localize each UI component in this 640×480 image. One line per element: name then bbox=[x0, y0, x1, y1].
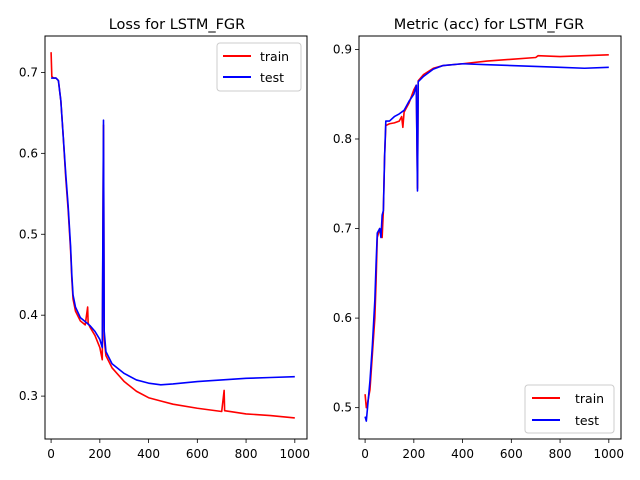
loss-ytick-label: 0.4 bbox=[19, 308, 38, 322]
loss-xtick-label: 800 bbox=[235, 447, 258, 461]
loss-chart: Loss for LSTM_FGR 0 200 400 600 800 1000 0.30… bbox=[19, 17, 310, 461]
loss-xtick-label: 200 bbox=[88, 447, 111, 461]
loss-legend-test-label: test bbox=[260, 70, 284, 85]
loss-yticks: 0.3 0.4 0.5 0.6 0.7 bbox=[19, 65, 45, 403]
acc-xtick-label: 1000 bbox=[594, 447, 625, 461]
acc-plot-area bbox=[364, 54, 609, 422]
loss-ytick-label: 0.7 bbox=[19, 65, 38, 79]
loss-series-test-line bbox=[51, 77, 295, 386]
acc-ytick-label: 0.7 bbox=[333, 222, 352, 236]
acc-ytick-label: 0.5 bbox=[333, 401, 352, 415]
loss-axes-frame bbox=[44, 35, 308, 440]
loss-series-train-line bbox=[50, 52, 295, 419]
acc-xticks: 0 200 400 600 800 1000 bbox=[361, 439, 624, 461]
loss-ytick-label: 0.5 bbox=[19, 227, 38, 241]
loss-xtick-label: 1000 bbox=[280, 447, 311, 461]
acc-series-test-line bbox=[364, 62, 609, 422]
acc-ytick-label: 0.8 bbox=[333, 132, 352, 146]
acc-xtick-label: 400 bbox=[451, 447, 474, 461]
acc-xtick-label: 200 bbox=[402, 447, 425, 461]
loss-chart-title: Loss for LSTM_FGR bbox=[109, 17, 246, 33]
loss-xtick-label: 0 bbox=[47, 447, 55, 461]
acc-xtick-label: 600 bbox=[500, 447, 523, 461]
loss-legend-train-label: train bbox=[260, 49, 289, 64]
loss-legend: train test bbox=[216, 42, 302, 92]
acc-legend-test-label: test bbox=[575, 413, 599, 428]
acc-legend-train-label: train bbox=[575, 391, 604, 406]
acc-xtick-label: 800 bbox=[549, 447, 572, 461]
loss-xtick-label: 400 bbox=[137, 447, 160, 461]
acc-ytick-label: 0.6 bbox=[333, 311, 352, 325]
acc-chart: Metric (acc) for LSTM_FGR 0 200 400 600 800 1… bbox=[333, 17, 624, 461]
loss-ytick-label: 0.6 bbox=[19, 146, 38, 160]
loss-xtick-label: 600 bbox=[186, 447, 209, 461]
acc-chart-title: Metric (acc) for LSTM_FGR bbox=[394, 17, 585, 33]
loss-xticks: 0 200 400 600 800 1000 bbox=[47, 439, 310, 461]
acc-series-train-line bbox=[364, 54, 609, 409]
acc-legend: train test bbox=[524, 384, 615, 434]
loss-ytick-label: 0.3 bbox=[19, 389, 38, 403]
acc-ytick-label: 0.9 bbox=[333, 42, 352, 56]
acc-yticks: 0.5 0.6 0.7 0.8 0.9 bbox=[333, 42, 359, 415]
acc-axes-frame bbox=[358, 35, 622, 440]
acc-xtick-label: 0 bbox=[361, 447, 369, 461]
loss-plot-area bbox=[50, 52, 295, 419]
